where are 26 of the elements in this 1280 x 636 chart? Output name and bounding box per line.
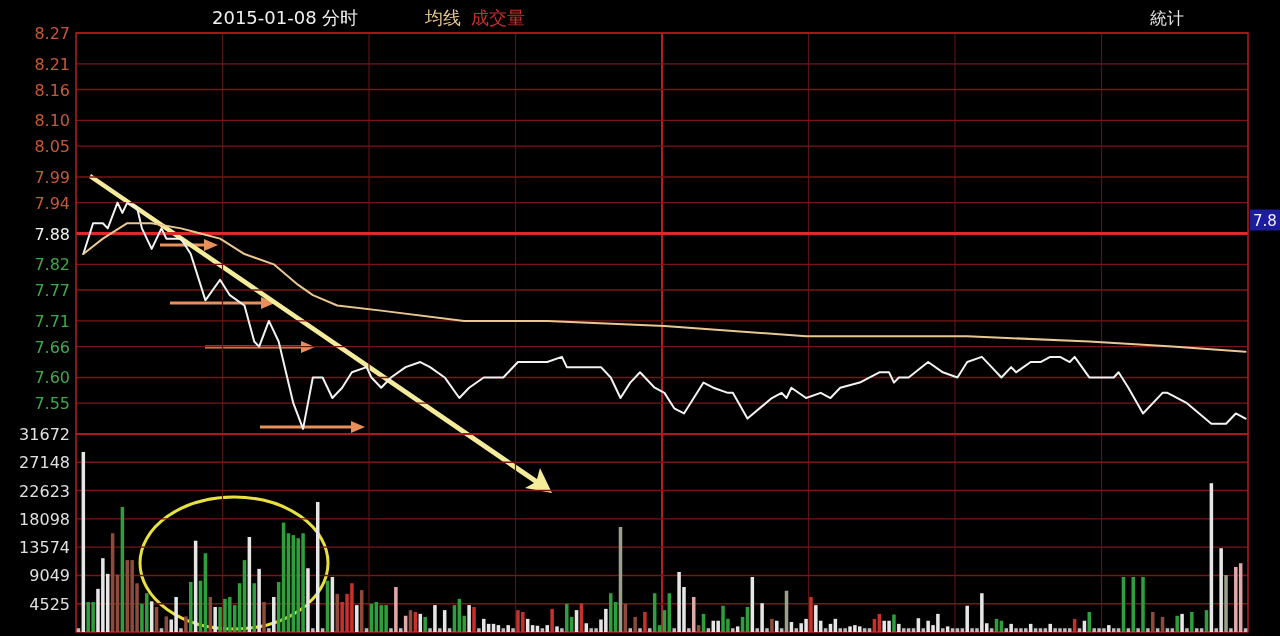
y-tick-label: 7.88: [34, 224, 70, 244]
y-tick-label: 18098: [19, 509, 70, 529]
y-tick-label: 7.71: [34, 311, 70, 331]
y-tick-label: 8.05: [34, 137, 70, 157]
y-tick-label: 7.55: [34, 394, 70, 414]
y-tick-label: 7.60: [34, 368, 70, 388]
text: 均线: [424, 7, 461, 28]
text: 7.8: [1253, 211, 1277, 230]
y-tick-label: 8.10: [34, 111, 70, 131]
y-tick-label: 7.66: [34, 337, 70, 357]
y-tick-label: 7.77: [34, 281, 70, 301]
y-tick-label: 8.27: [34, 24, 70, 43]
chart-title: 2015-01-08 分时: [212, 7, 359, 28]
text: 成交量: [471, 7, 525, 28]
y-tick-label: 22623: [19, 481, 70, 501]
y-tick-label: 8.21: [34, 54, 70, 74]
y-tick-label: 31672: [19, 425, 70, 444]
y-tick-label: 13574: [19, 538, 70, 558]
y-tick-label: 7.82: [34, 255, 70, 275]
y-tick-label: 7.94: [34, 193, 70, 213]
y-tick-label: 9049: [29, 566, 70, 586]
y-tick-label: 4525: [29, 594, 70, 614]
y-tick-label: 7.99: [34, 167, 70, 187]
text: 統计: [1150, 8, 1184, 28]
y-tick-label: 27148: [19, 453, 70, 473]
y-tick-label: 8.16: [34, 80, 70, 100]
